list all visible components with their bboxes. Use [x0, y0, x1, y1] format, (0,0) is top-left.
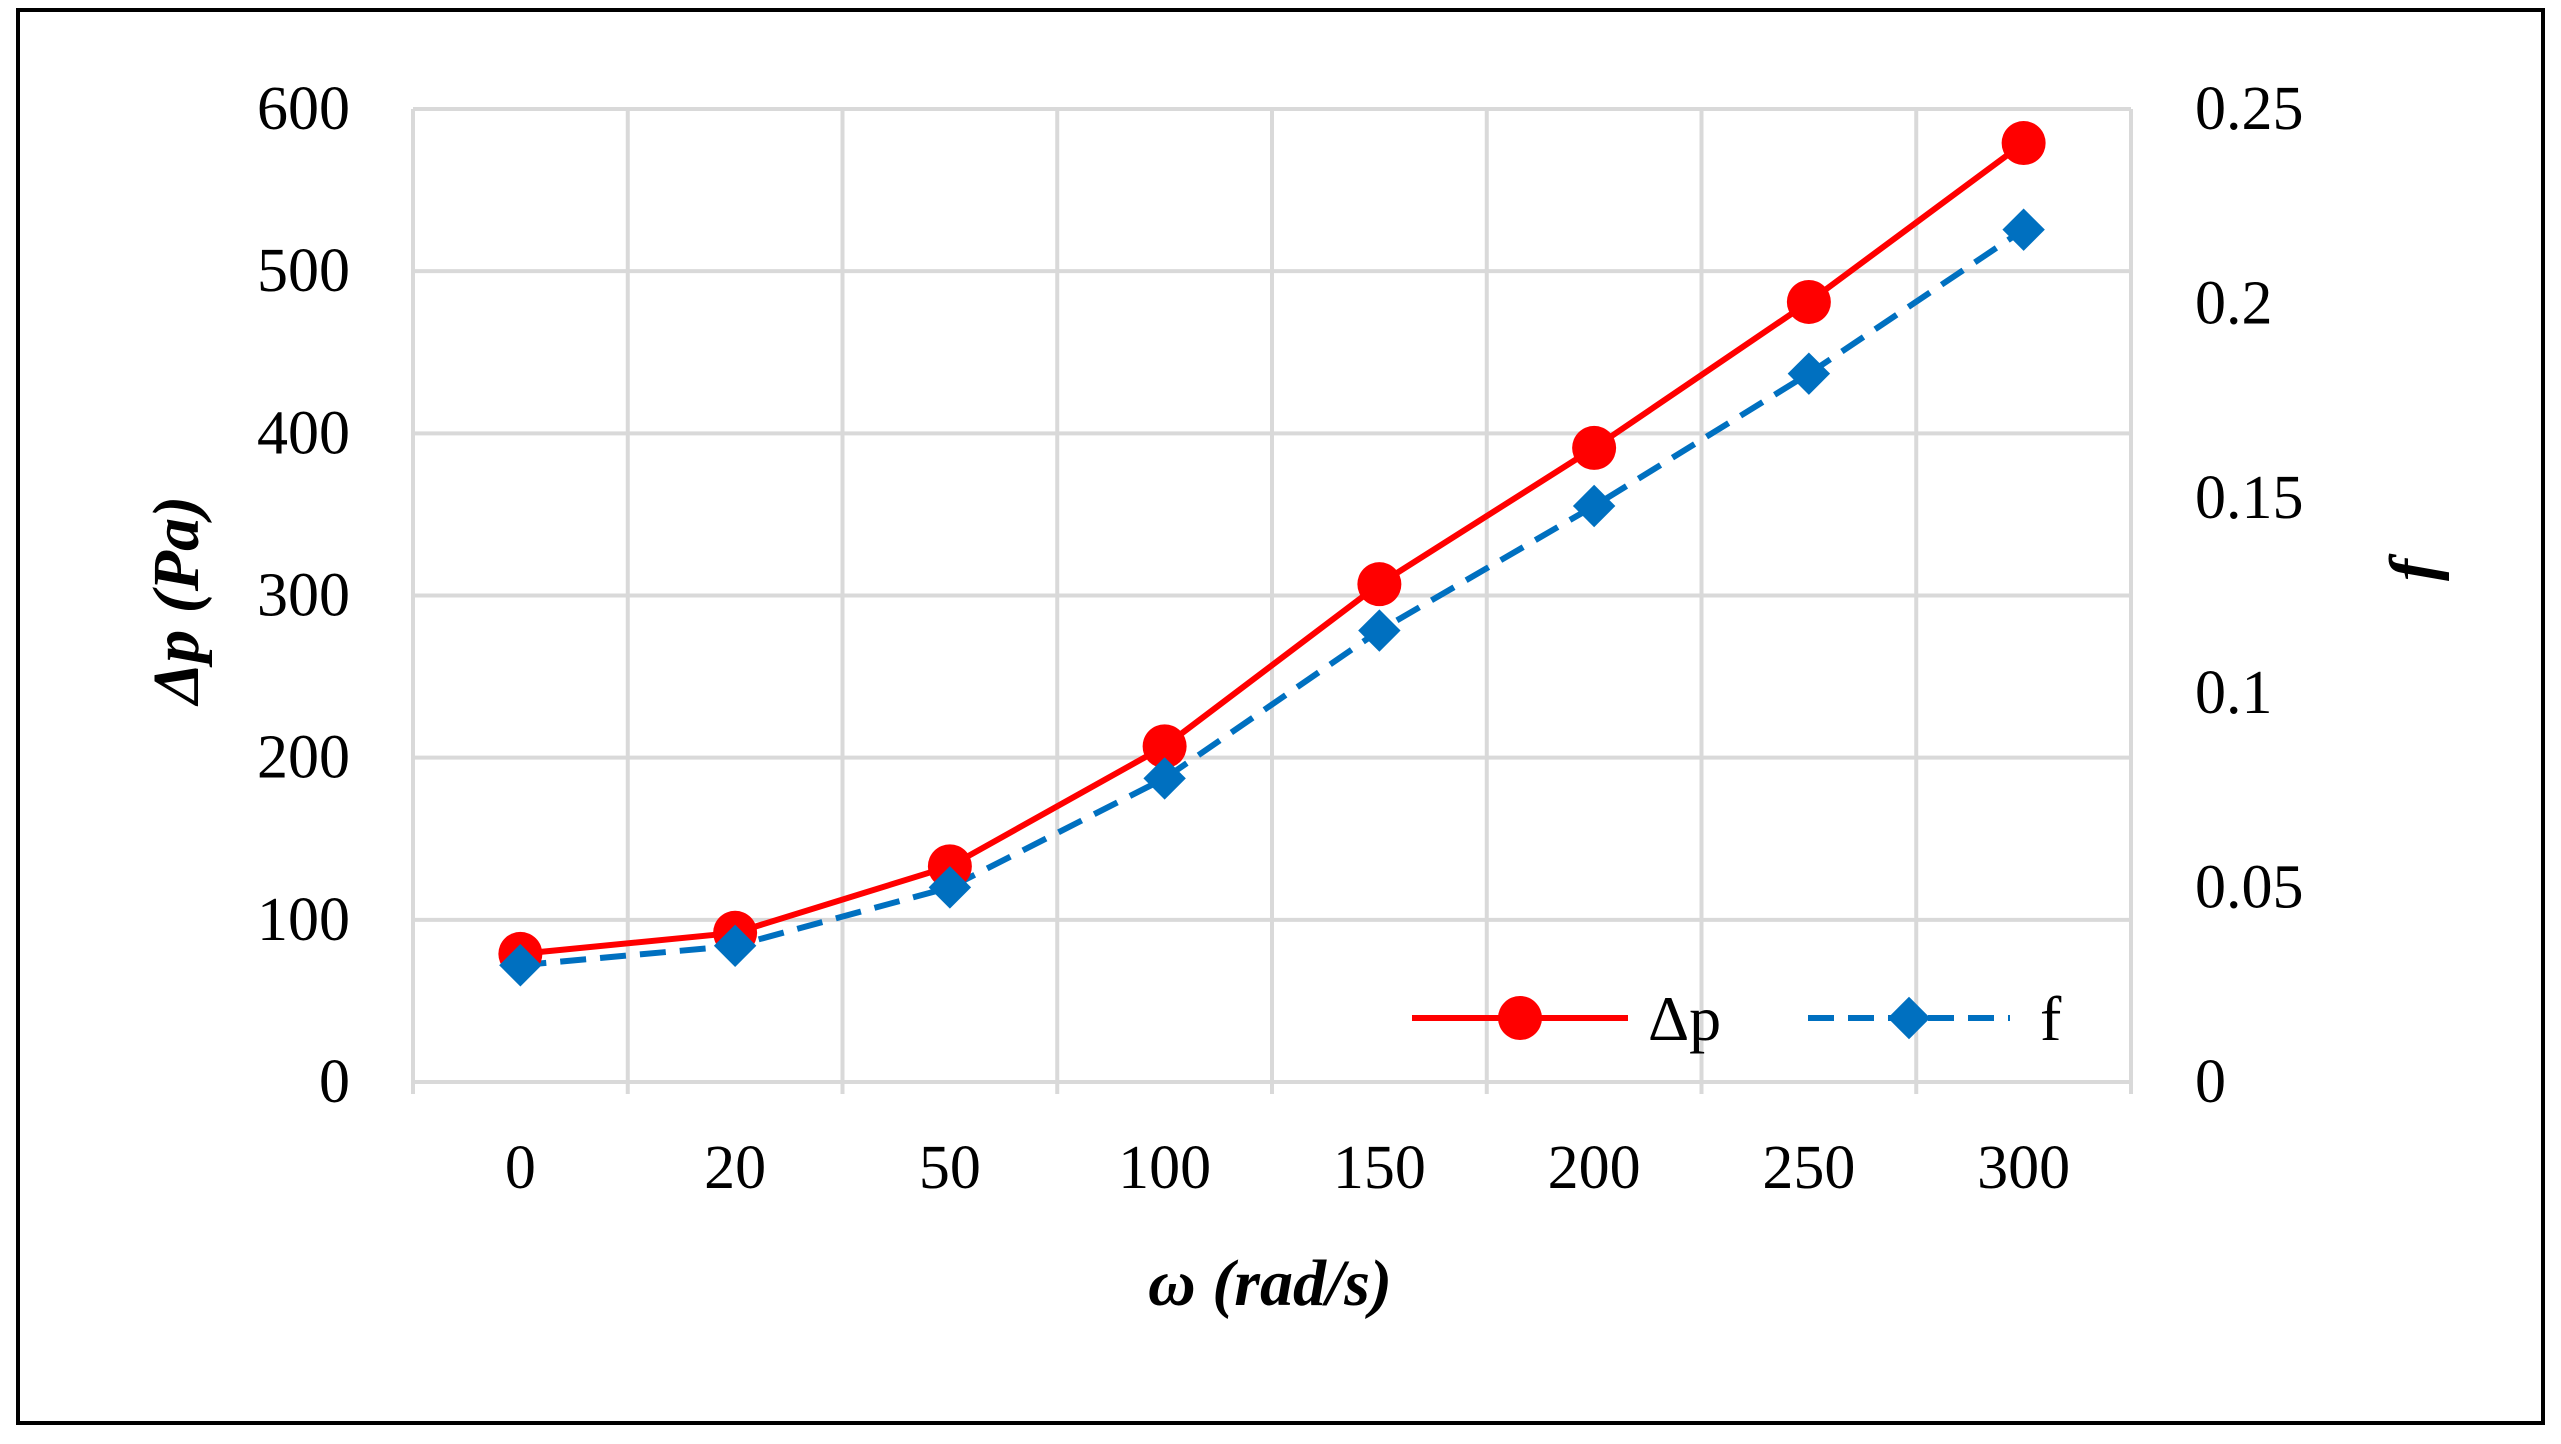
legend-marker-dp [1498, 996, 1542, 1040]
x-tick-label-2: 50 [919, 1134, 981, 1202]
data-point-f-4 [1358, 609, 1401, 652]
y-tick-label-2: 200 [257, 724, 350, 792]
legend-marker-f [1887, 996, 1931, 1040]
legend-label-f: f [2040, 983, 2062, 1054]
x-tick-label-0: 0 [505, 1134, 536, 1202]
legend-label-dp: Δp [1648, 983, 1721, 1054]
x-axis-title: ω (rad/s) [1148, 1247, 1392, 1320]
y-tick-label-5: 500 [257, 237, 350, 305]
y2-tick-label-5: 0.25 [2195, 75, 2304, 143]
y2-tick-label-0: 0 [2195, 1048, 2226, 1116]
x-tick-label-4: 150 [1333, 1134, 1426, 1202]
y-tick-label-6: 600 [257, 75, 350, 143]
x-tick-label-1: 20 [704, 1134, 766, 1202]
y-axis-left-title: Δp (Pa) [140, 496, 213, 707]
series-line-dp [520, 140, 2026, 957]
y2-tick-label-1: 0.05 [2195, 853, 2304, 921]
data-point-dp-4 [1357, 562, 1402, 607]
chart-frame [16, 8, 2545, 1425]
series-group [498, 121, 2046, 987]
data-point-f-6 [1787, 352, 1831, 395]
y-tick-label-3: 300 [257, 562, 350, 630]
y-tick-label-0: 0 [319, 1048, 350, 1116]
y2-tick-label-2: 0.1 [2195, 659, 2273, 727]
y-axis-left-ticks: 0 100 200 300 400 500 600 [257, 75, 350, 1116]
series-line-f [520, 227, 2026, 969]
data-point-dp-6 [1786, 279, 1831, 324]
y-axis-right-ticks: 0 0.05 0.1 0.15 0.2 0.25 [2195, 75, 2304, 1116]
x-axis-ticks: 0 20 50 100 150 200 250 300 [505, 1134, 2070, 1202]
data-point-dp-5 [1572, 425, 1617, 470]
data-point-dp-3 [1142, 724, 1187, 769]
data-point-f-5 [1572, 484, 1616, 528]
x-tick-label-6: 250 [1762, 1134, 1855, 1202]
x-tick-label-3: 100 [1118, 1134, 1211, 1202]
grid [411, 107, 2133, 1084]
y2-tick-label-4: 0.2 [2195, 270, 2273, 338]
y2-tick-label-3: 0.15 [2195, 464, 2304, 532]
x-tick-label-7: 300 [1977, 1134, 2070, 1202]
data-point-dp-7 [2001, 121, 2046, 166]
data-point-f-3 [1143, 757, 1186, 800]
x-tick-label-5: 200 [1548, 1134, 1641, 1202]
y-tick-label-1: 100 [257, 886, 350, 954]
data-point-f-7 [2002, 208, 2045, 251]
legend: Δp f [1412, 983, 2062, 1054]
y-tick-label-4: 400 [257, 399, 350, 467]
axes [411, 1080, 2133, 1094]
